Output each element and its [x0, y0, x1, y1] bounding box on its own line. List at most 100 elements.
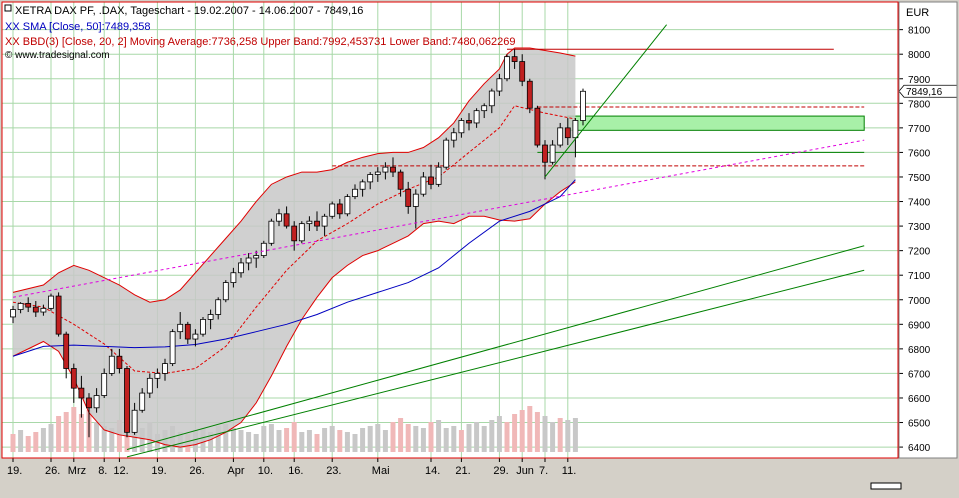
candle-body — [405, 188, 412, 207]
time-axis-area — [2, 459, 898, 483]
volume-bar — [512, 414, 518, 452]
volume-bar — [550, 422, 556, 452]
x-tick-label: 16. — [288, 465, 303, 477]
volume-bar — [382, 430, 388, 452]
candle-body — [40, 307, 47, 313]
legend-source: © www.tradesignal.com — [5, 50, 110, 61]
candle-body — [25, 303, 32, 308]
candle-body — [32, 306, 39, 313]
x-tick-label: 7. — [539, 465, 548, 477]
indicator-lines — [12, 48, 865, 374]
candle-body — [116, 355, 123, 369]
x-tick-label: 29. — [493, 465, 508, 477]
candle-body — [108, 355, 115, 374]
volume-bar — [322, 428, 328, 452]
candle-body — [496, 78, 503, 92]
candle-body — [200, 318, 206, 335]
volume-bar — [360, 428, 366, 452]
y-tick-label: 6900 — [908, 320, 931, 331]
candle-body — [154, 373, 161, 379]
candle-body — [245, 257, 252, 264]
candle-body — [63, 333, 70, 369]
candle-body — [291, 225, 298, 242]
volume-bar — [139, 428, 145, 452]
scroll-handle[interactable] — [870, 482, 902, 490]
candle-body — [564, 127, 571, 139]
volume-bar — [489, 420, 495, 452]
volume-bar — [299, 432, 305, 452]
candle-body — [511, 56, 518, 62]
candle-body — [283, 213, 290, 227]
volume-bar — [481, 426, 487, 452]
candle-body — [435, 166, 442, 185]
legend: XETRA DAX PF, .DAX, Tageschart - 19.02.2… — [4, 4, 515, 61]
candle-body — [215, 299, 222, 315]
y-tick-label: 6600 — [908, 394, 931, 405]
volume-bar — [101, 426, 107, 452]
x-tick-label: 26. — [45, 465, 60, 477]
volume-bar — [413, 426, 419, 452]
candle-body — [336, 203, 343, 215]
candle-body — [177, 323, 184, 333]
candle-body — [207, 314, 214, 320]
candle-body — [458, 120, 465, 134]
candle-body — [101, 373, 108, 396]
volume-bar — [284, 428, 290, 452]
price-axis: 6400 6500 6600 6700 6800 6900 7000 7100 7200 7300… — [898, 26, 958, 454]
y-tick-label: 7100 — [908, 271, 931, 282]
candle-body — [17, 303, 24, 310]
volume-bar — [238, 430, 244, 452]
volume-bar — [420, 428, 426, 452]
volume-bar — [246, 432, 252, 452]
x-tick-label: Jun — [516, 465, 534, 477]
candle-body — [10, 309, 16, 318]
candle-body — [580, 90, 586, 121]
x-tick-label: 19. — [151, 465, 166, 477]
candle-body — [504, 56, 510, 80]
sma-line — [12, 179, 576, 357]
candle-body — [124, 368, 130, 433]
x-tick-label: 12. — [113, 465, 128, 477]
price-axis-area — [899, 2, 957, 458]
y-tick-label: 8100 — [908, 26, 931, 37]
candle-body — [230, 272, 237, 283]
volume-bar — [337, 430, 343, 452]
candle-body — [276, 213, 282, 222]
candle-body — [526, 80, 533, 109]
volume-bar — [466, 424, 472, 452]
volume-bar — [398, 418, 404, 452]
candle-body — [260, 242, 267, 256]
volume-bar — [390, 422, 396, 452]
candle-body — [450, 132, 457, 141]
candle-body — [78, 387, 85, 399]
candle-body — [382, 166, 389, 173]
y-tick-label: 6800 — [908, 345, 931, 356]
x-tick-label: 8. — [98, 465, 107, 477]
candle-body — [162, 363, 168, 374]
band-mid-line — [12, 105, 576, 374]
volume-bar — [94, 422, 100, 452]
volume-bar — [329, 426, 335, 452]
volume-bar — [474, 422, 480, 452]
legend-sma: XX SMA [Close, 50]:7489,358 — [5, 21, 151, 33]
volume-bar — [436, 420, 442, 452]
candle-body — [488, 90, 495, 107]
volume-bar — [78, 414, 84, 452]
candle-body — [473, 110, 480, 124]
trend-line — [544, 24, 667, 178]
volume-bar — [154, 434, 160, 452]
y-tick-label: 7300 — [908, 222, 931, 233]
volume-bar — [428, 422, 434, 452]
volume-bar — [276, 430, 282, 452]
candle-body — [367, 174, 374, 183]
volume-bar — [18, 430, 24, 452]
y-tick-label: 7700 — [908, 124, 931, 135]
y-tick-label: 7600 — [908, 148, 931, 159]
volume-bar — [261, 426, 267, 452]
candle-body — [466, 120, 472, 124]
band-lower-line — [12, 181, 576, 448]
candle-body — [572, 120, 579, 139]
x-tick-label: 23. — [326, 465, 341, 477]
volume-bar — [208, 432, 214, 452]
